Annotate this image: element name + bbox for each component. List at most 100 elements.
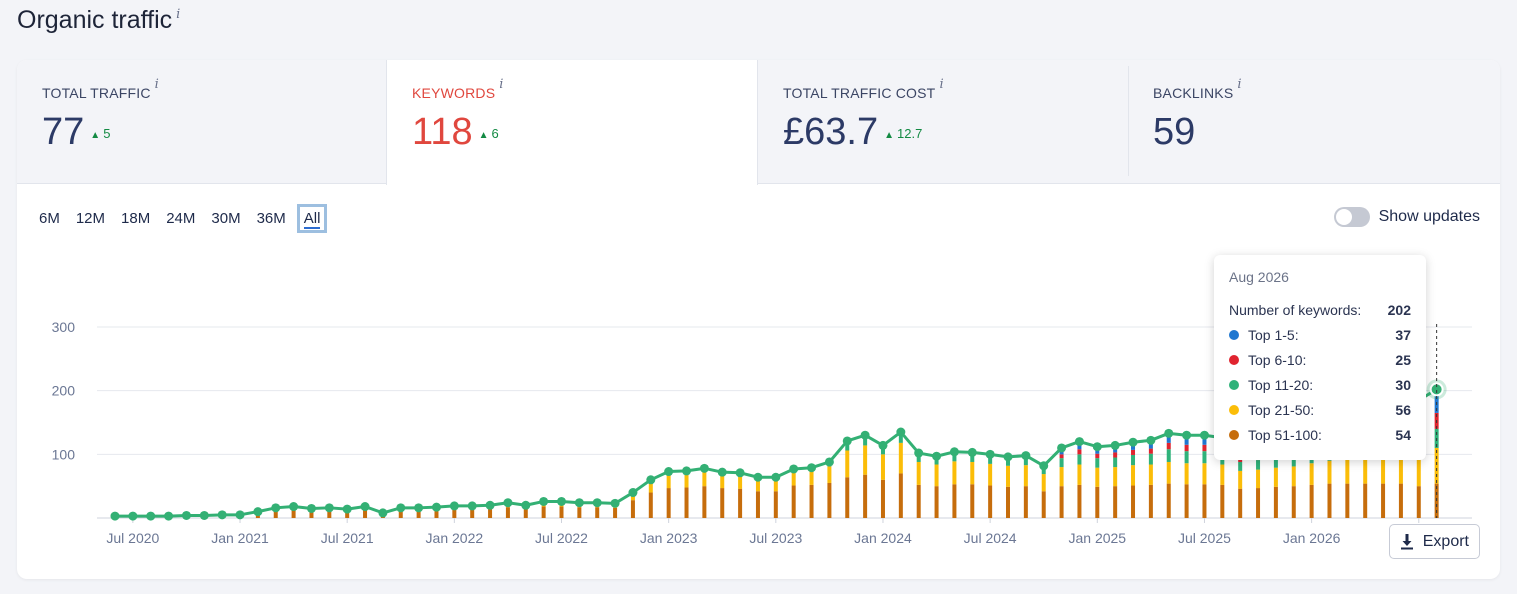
- y-tick-label: 200: [52, 383, 76, 399]
- info-icon[interactable]: i: [939, 77, 944, 92]
- bar-segment: [970, 461, 975, 485]
- line-point: [557, 496, 566, 506]
- bar-segment: [1256, 488, 1261, 518]
- bar-segment: [791, 485, 796, 518]
- range-30m-button[interactable]: 30M: [206, 205, 245, 232]
- bar-segment: [1273, 467, 1278, 487]
- line-point: [1110, 440, 1120, 450]
- range-all-button[interactable]: All: [296, 204, 328, 233]
- bar-segment: [809, 470, 814, 485]
- metric-value: 77: [42, 111, 85, 153]
- show-updates-toggle[interactable]: [1333, 207, 1370, 227]
- bar-segment: [1202, 444, 1207, 452]
- bar-segment: [416, 510, 421, 518]
- bar-segment: [720, 488, 725, 518]
- bar-segment: [1166, 449, 1171, 462]
- bar-segment: [1291, 455, 1296, 467]
- line-point: [967, 447, 977, 457]
- x-tick-label: Jul 2020: [106, 530, 159, 544]
- bar-segment: [738, 475, 743, 489]
- bar-segment: [827, 466, 832, 483]
- download-icon: [1400, 533, 1413, 549]
- metric-total-traffic[interactable]: TOTAL TRAFFICi 77 ▲ 5: [17, 60, 386, 184]
- bar-segment: [1113, 467, 1118, 487]
- bar-segment: [1148, 464, 1153, 485]
- bar-segment: [1131, 485, 1136, 518]
- line-point: [253, 507, 263, 517]
- line-point: [1146, 435, 1156, 445]
- bar-segment: [1113, 486, 1118, 518]
- range-36m-button[interactable]: 36M: [252, 205, 291, 232]
- line-point: [1164, 428, 1174, 438]
- divider: [1128, 66, 1129, 176]
- line-point: [771, 472, 781, 482]
- line-point: [1429, 382, 1444, 397]
- bar-segment: [345, 511, 350, 518]
- line-point: [342, 504, 352, 514]
- bar-segment: [1434, 389, 1439, 413]
- bar-segment: [1202, 463, 1207, 485]
- line-point: [431, 502, 441, 512]
- bar-segment: [1006, 486, 1010, 518]
- range-6m-button[interactable]: 6M: [34, 205, 65, 232]
- metric-delta: ▲ 5: [90, 126, 111, 141]
- bar-segment: [1345, 458, 1350, 484]
- line-point: [235, 510, 245, 520]
- tooltip-total-value: 202: [1387, 301, 1411, 318]
- line-point: [217, 510, 227, 520]
- range-24m-button[interactable]: 24M: [161, 205, 200, 232]
- bar-segment: [1148, 453, 1153, 465]
- x-tick-label: Jan 2025: [1068, 530, 1126, 544]
- metric-total-traffic-cost[interactable]: TOTAL TRAFFIC COSTi £63.7 ▲ 12.7: [758, 60, 1128, 184]
- bar-segment: [1256, 460, 1261, 470]
- tooltip-date: Aug 2026: [1229, 269, 1289, 285]
- bar-segment: [684, 487, 689, 518]
- line-point: [1199, 430, 1209, 440]
- info-icon[interactable]: i: [176, 7, 181, 22]
- bar-segment: [666, 488, 671, 518]
- tooltip-total-label: Number of keywords:: [1229, 301, 1362, 318]
- line-point: [449, 501, 459, 511]
- bar-segment: [934, 464, 939, 487]
- line-point: [842, 436, 852, 446]
- export-button[interactable]: Export: [1388, 524, 1480, 559]
- line-point: [735, 468, 745, 478]
- bar-segment: [1184, 463, 1189, 485]
- range-18m-button[interactable]: 18M: [116, 205, 155, 232]
- bar-segment: [952, 461, 957, 485]
- metric-backlinks[interactable]: BACKLINKSi 59: [1128, 60, 1500, 184]
- bar-segment: [1131, 454, 1136, 466]
- line-point: [378, 508, 388, 518]
- line-point: [914, 448, 924, 458]
- bar-segment: [1416, 486, 1421, 518]
- line-point: [539, 496, 549, 506]
- line-point: [1039, 461, 1049, 471]
- organic-traffic-card: TOTAL TRAFFICi 77 ▲ 5 KEYWORDSi 118 ▲ 6 TO…: [17, 60, 1500, 579]
- bar-segment: [720, 474, 725, 489]
- export-label: Export: [1422, 532, 1469, 550]
- bar-segment: [363, 509, 368, 518]
- info-icon[interactable]: i: [1237, 77, 1242, 92]
- line-point: [664, 467, 674, 477]
- metric-label: BACKLINKS: [1153, 85, 1234, 101]
- line-point: [485, 500, 495, 510]
- range-12m-button[interactable]: 12M: [71, 205, 110, 232]
- info-icon[interactable]: i: [154, 77, 160, 92]
- bar-segment: [1363, 455, 1368, 484]
- bar-segment: [1023, 486, 1028, 518]
- bar-segment: [1345, 483, 1350, 518]
- show-updates-toggle-wrap: Show updates: [1333, 207, 1480, 227]
- line-point: [985, 449, 995, 459]
- x-tick-label: Jan 2026: [1283, 530, 1341, 544]
- bar-segment: [1184, 444, 1189, 452]
- bar-segment: [1291, 486, 1296, 518]
- line-point: [807, 463, 817, 473]
- line-point: [324, 503, 334, 513]
- bar-segment: [1166, 433, 1171, 443]
- line-point: [289, 502, 299, 512]
- bar-segment: [863, 438, 868, 446]
- bar-segment: [934, 458, 939, 465]
- info-icon[interactable]: i: [499, 77, 504, 92]
- bar-segment: [988, 457, 993, 464]
- metric-keywords[interactable]: KEYWORDSi 118 ▲ 6: [386, 60, 758, 185]
